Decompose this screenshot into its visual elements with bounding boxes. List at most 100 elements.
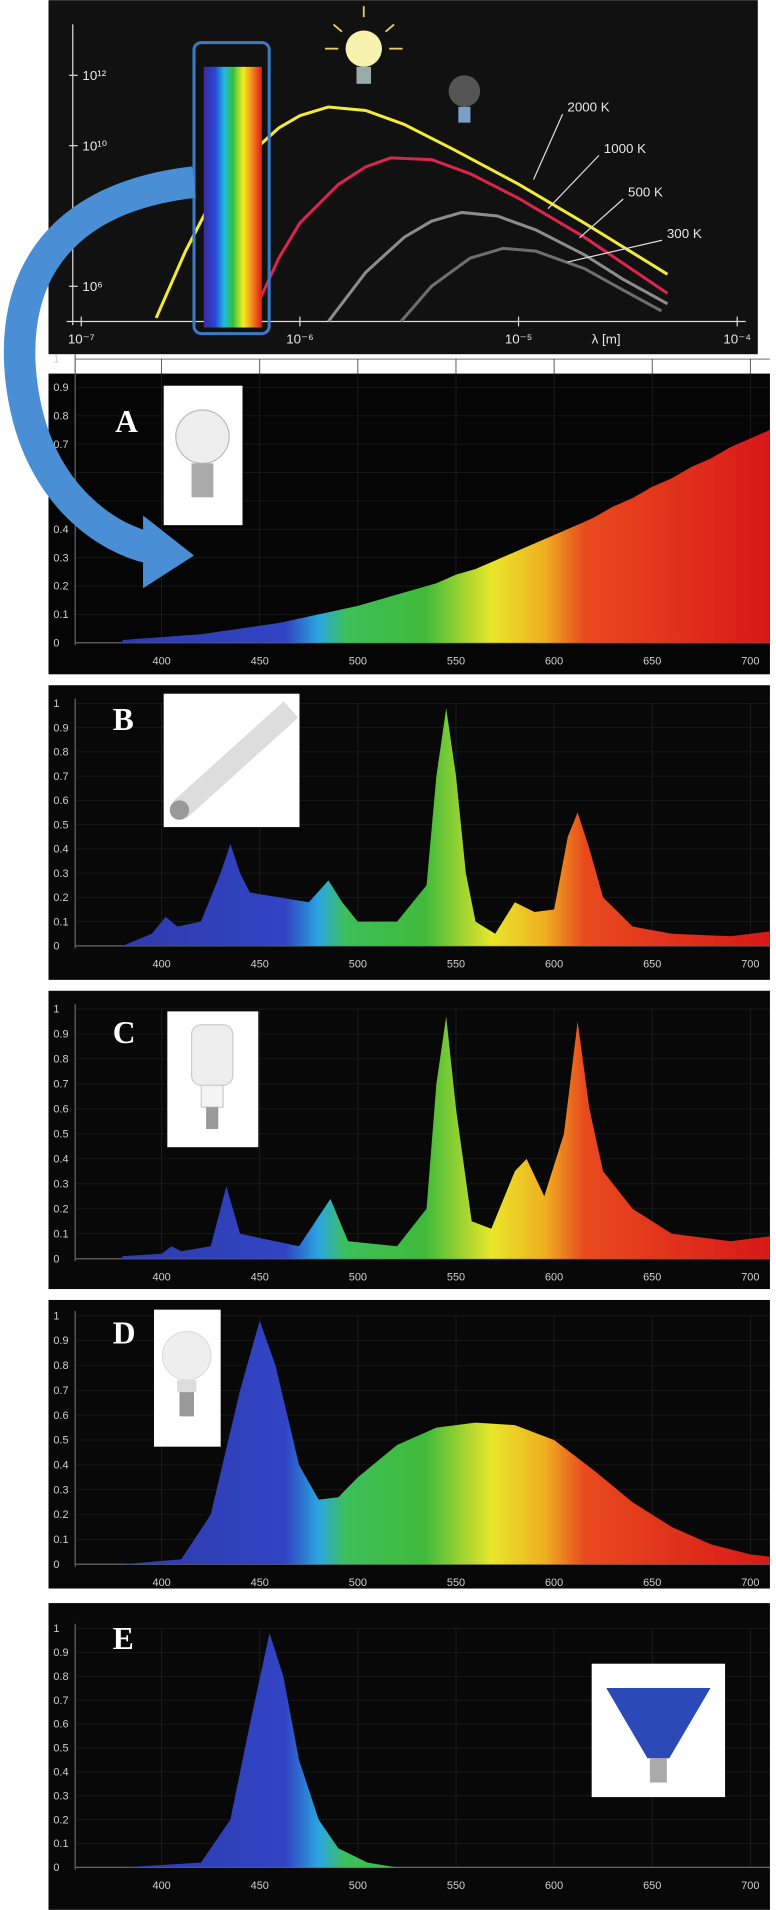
x-tick-label: 450 xyxy=(251,959,269,971)
icon-d xyxy=(153,1309,221,1447)
y-tick-label: 1 xyxy=(53,354,59,366)
y-tick-label: 0.9 xyxy=(53,1335,68,1347)
x-tick-label: 550 xyxy=(447,1880,465,1892)
y-tick-label: 0.8 xyxy=(53,1054,68,1066)
arrow-body xyxy=(3,166,196,564)
y-tick-label: 0.2 xyxy=(53,581,68,593)
leader-line xyxy=(547,154,600,210)
decorations xyxy=(3,6,726,1798)
curve xyxy=(327,210,669,323)
x-tick-label: 400 xyxy=(153,1577,171,1589)
x-tick-label: 650 xyxy=(643,1272,661,1284)
panel-label: B xyxy=(113,702,134,737)
panel-label: D xyxy=(113,1316,136,1351)
y-tick-label: 0.6 xyxy=(53,795,68,807)
x-tick-label: 450 xyxy=(251,1272,269,1284)
x-tick-label: 450 xyxy=(251,1577,269,1589)
y-tick-label: 0.8 xyxy=(53,410,68,422)
y-tick-label: 0.1 xyxy=(53,1228,68,1240)
icon-b xyxy=(163,693,300,828)
x-tick-label: 600 xyxy=(545,1577,563,1589)
y-tick-label: 0.4 xyxy=(53,524,68,536)
dark-bulb xyxy=(448,75,481,123)
x-tick-label: 400 xyxy=(153,1272,171,1284)
y-tick-label: 0 xyxy=(53,1559,59,1571)
series-label: 300 K xyxy=(667,226,702,241)
y-tick-label: 0.9 xyxy=(53,382,68,394)
y-tick-label: 0.6 xyxy=(53,1719,68,1731)
y-tick-label: 0.1 xyxy=(53,916,68,928)
y-tick-label: 1 xyxy=(53,1004,59,1016)
spectrum-area xyxy=(122,429,770,643)
y-tick-label: 0.9 xyxy=(53,1029,68,1041)
spectrum-area xyxy=(122,1633,770,1868)
y-tick-label: 0.9 xyxy=(53,1647,68,1659)
spectrum-area xyxy=(122,1320,770,1565)
y-tick-label: 0.3 xyxy=(53,1790,68,1802)
series-label: 500 K xyxy=(628,185,663,200)
y-tick-label: 0.7 xyxy=(53,771,68,783)
y-tick-label: 0.9 xyxy=(53,722,68,734)
x-tick-label: 500 xyxy=(349,959,367,971)
y-tick-label: 0.5 xyxy=(53,819,68,831)
y-tick-label: 0.7 xyxy=(53,439,68,451)
y-tick-label: 0 xyxy=(53,637,59,649)
y-tick-label: 0.2 xyxy=(53,1814,68,1826)
y-tick-label: 0.6 xyxy=(53,1410,68,1422)
y-tick-label: 0 xyxy=(53,941,59,953)
curve xyxy=(399,246,663,323)
y-tick-label: 10¹⁰ xyxy=(82,139,107,154)
y-tick-label: 1 xyxy=(53,1623,59,1635)
leader-line xyxy=(532,113,564,180)
arrow-head xyxy=(143,515,194,589)
y-tick-label: 0.1 xyxy=(53,1534,68,1546)
x-tick-label: 550 xyxy=(447,1577,465,1589)
curve xyxy=(248,156,669,323)
rainbow xyxy=(203,66,262,328)
x-tick-label: 700 xyxy=(741,959,759,971)
series-label: 1000 K xyxy=(604,141,646,156)
y-tick-label: 0.5 xyxy=(53,1435,68,1447)
x-tick-label: 500 xyxy=(349,1577,367,1589)
panel-label: E xyxy=(113,1621,134,1656)
y-tick-label: 0.7 xyxy=(53,1695,68,1707)
x-tick-label: 10⁻⁷ xyxy=(68,331,95,346)
x-tick-label: 700 xyxy=(741,1880,759,1892)
x-tick-label: 400 xyxy=(153,1880,171,1892)
panel-label: A xyxy=(115,404,138,439)
x-tick-label: 550 xyxy=(447,959,465,971)
x-tick-label: 10⁻⁵ xyxy=(505,331,532,346)
y-tick-label: 0 xyxy=(53,1862,59,1874)
x-tick-label: 400 xyxy=(153,959,171,971)
icon-e xyxy=(591,1663,726,1798)
leader-line xyxy=(579,198,624,239)
y-tick-label: 0.8 xyxy=(53,747,68,759)
x-tick-label: 700 xyxy=(741,1577,759,1589)
spectrum-area xyxy=(122,1016,770,1259)
y-tick-label: 0.3 xyxy=(53,868,68,880)
x-tick-label: 500 xyxy=(349,1272,367,1284)
x-tick-label: 600 xyxy=(545,1272,563,1284)
bright-bulb xyxy=(324,6,403,84)
icon-c xyxy=(167,1011,259,1148)
x-tick-label: 700 xyxy=(741,1272,759,1284)
y-tick-label: 0.4 xyxy=(53,1766,68,1778)
x-tick-label: 400 xyxy=(153,656,171,668)
y-tick-label: 0.2 xyxy=(53,1203,68,1215)
series-label: 2000 K xyxy=(567,100,609,115)
panel-label: C xyxy=(113,1015,136,1050)
x-tick-label: 650 xyxy=(643,959,661,971)
x-tick-label: 450 xyxy=(251,656,269,668)
x-tick-label: 650 xyxy=(643,1577,661,1589)
y-tick-label: 0.7 xyxy=(53,1385,68,1397)
y-tick-label: 0.1 xyxy=(53,1838,68,1850)
y-tick-label: 0 xyxy=(53,1253,59,1265)
y-tick-label: 0.4 xyxy=(53,1153,68,1165)
y-tick-label: 1 xyxy=(53,698,59,710)
y-tick-label: 10¹² xyxy=(82,68,106,83)
x-tick-label: 450 xyxy=(251,1880,269,1892)
y-tick-label: 0.2 xyxy=(53,1509,68,1521)
y-tick-label: 0.3 xyxy=(53,1484,68,1496)
spectrum-area xyxy=(122,708,770,946)
